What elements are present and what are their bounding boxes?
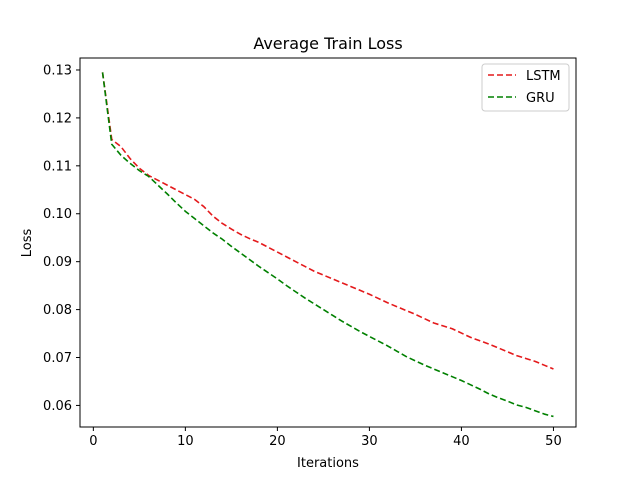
legend-label-gru: GRU bbox=[526, 91, 555, 106]
legend-box bbox=[481, 63, 570, 112]
x-tick-label: 30 bbox=[361, 434, 378, 449]
y-axis-label: Loss bbox=[20, 229, 35, 258]
y-tick-label: 0.09 bbox=[43, 255, 72, 270]
x-tick-label: 20 bbox=[269, 434, 286, 449]
chart-title: Average Train Loss bbox=[253, 34, 402, 53]
series-line-gru bbox=[101, 72, 554, 418]
series-layer bbox=[101, 72, 554, 418]
y-tick-label: 0.10 bbox=[43, 207, 72, 222]
legend-label-lstm: LSTM bbox=[526, 69, 561, 84]
y-tick-label: 0.12 bbox=[43, 111, 72, 126]
y-tick-label: 0.06 bbox=[43, 399, 72, 414]
y-tick-label: 0.11 bbox=[43, 159, 72, 174]
series-line-lstm bbox=[101, 72, 554, 370]
y-tick-label: 0.13 bbox=[43, 63, 72, 78]
x-tick-label: 0 bbox=[89, 434, 97, 449]
x-tick-label: 40 bbox=[453, 434, 470, 449]
x-tick-label: 10 bbox=[177, 434, 194, 449]
x-tick-label: 50 bbox=[545, 434, 562, 449]
x-axis-label: Iterations bbox=[297, 456, 359, 471]
y-axis-ticks: 0.06 0.07 0.08 0.09 0.10 0.11 0.12 0.13 bbox=[43, 63, 80, 414]
legend: LSTM GRU bbox=[481, 63, 570, 112]
x-axis-ticks: 0 10 20 30 40 50 bbox=[89, 427, 562, 449]
y-tick-label: 0.07 bbox=[43, 351, 72, 366]
plot-frame bbox=[79, 57, 577, 428]
y-tick-label: 0.08 bbox=[43, 303, 72, 318]
